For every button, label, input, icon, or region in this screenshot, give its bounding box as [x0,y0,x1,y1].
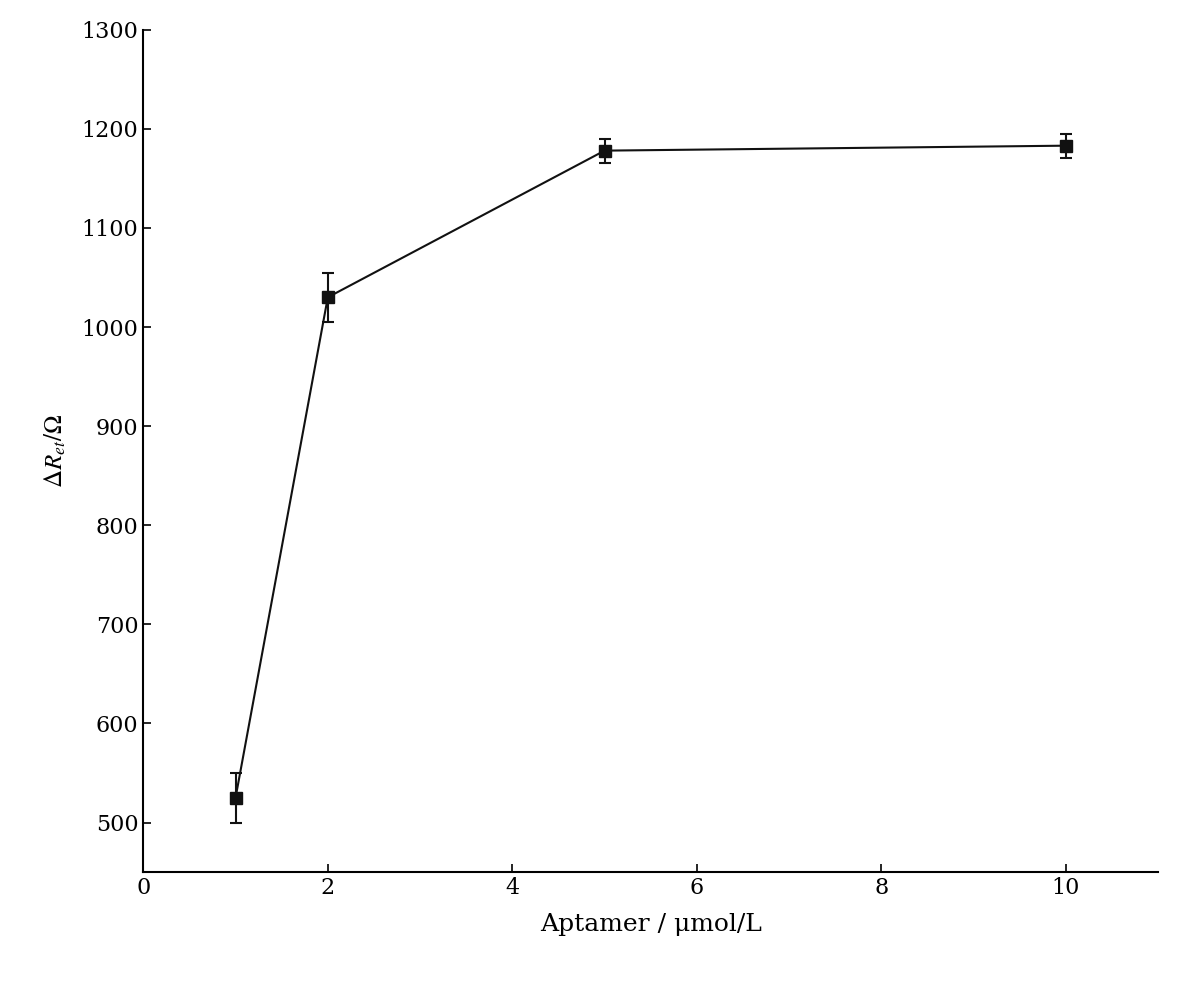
Y-axis label: $\Delta R_{et}/\Omega$: $\Delta R_{et}/\Omega$ [42,414,68,488]
X-axis label: Aptamer / μmol/L: Aptamer / μmol/L [540,913,762,936]
